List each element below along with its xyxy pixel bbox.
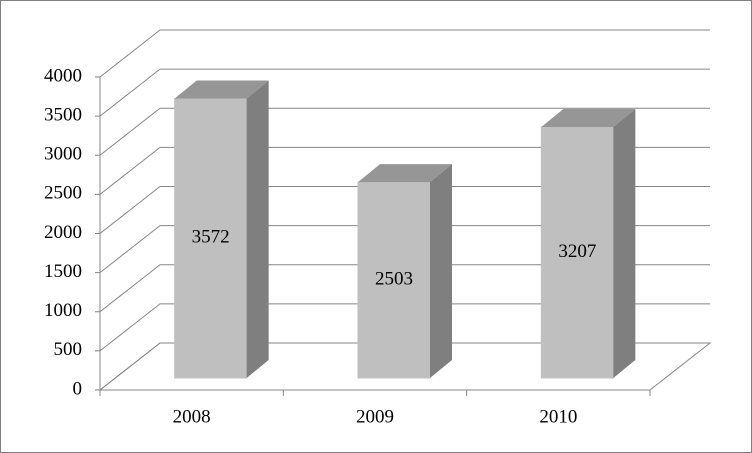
grid-line — [99, 146, 710, 195]
bar-side — [613, 109, 636, 379]
bar-top — [174, 80, 269, 99]
x-tick-label: 2008 — [173, 406, 211, 427]
y-tick-label: 1000 — [44, 300, 82, 321]
grid-line — [99, 29, 710, 78]
x-tick-label: 2009 — [356, 406, 394, 427]
bar-top — [541, 109, 636, 128]
bar-side — [430, 164, 452, 378]
y-tick-label: 500 — [54, 339, 83, 360]
grid-line — [99, 264, 710, 313]
bar-top — [358, 164, 452, 183]
grid-line — [99, 303, 710, 352]
x-tick-label: 2010 — [539, 406, 577, 427]
y-tick-label: 3500 — [44, 104, 82, 125]
bar-front — [174, 97, 248, 379]
y-tick-label: 2000 — [44, 222, 82, 243]
value-label: 3572 — [192, 227, 230, 248]
grid-line — [99, 225, 710, 274]
value-label: 3207 — [558, 241, 596, 262]
y-tick-label: 1500 — [44, 261, 82, 282]
grid-line — [99, 342, 710, 391]
bar-side — [246, 80, 269, 378]
grid-line — [99, 107, 710, 156]
grid-line — [99, 68, 710, 117]
y-tick-label: 4000 — [44, 65, 82, 86]
y-tick-label: 2500 — [44, 183, 82, 204]
grid-line — [99, 186, 710, 234]
y-tick-label: 3000 — [44, 144, 82, 165]
y-tick-label: 0 — [73, 378, 83, 399]
value-label: 2503 — [375, 268, 413, 289]
